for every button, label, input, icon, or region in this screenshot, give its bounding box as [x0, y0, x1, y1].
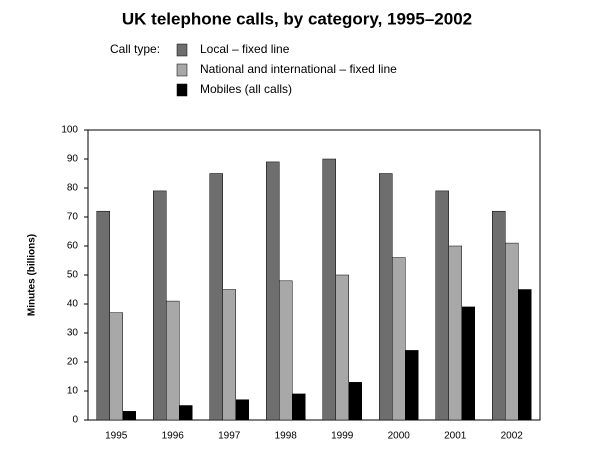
bar	[222, 289, 236, 421]
legend-swatch	[176, 83, 188, 97]
y-tick-label: 70	[67, 212, 79, 223]
bar	[492, 210, 506, 421]
bar	[235, 399, 249, 421]
bar	[518, 289, 532, 421]
y-tick-label: 0	[72, 415, 78, 426]
x-tick-label: 2001	[444, 431, 467, 442]
bar	[505, 242, 519, 421]
bar	[322, 158, 336, 421]
bar	[209, 173, 223, 421]
bar	[166, 300, 180, 421]
y-tick-label: 20	[67, 357, 79, 368]
y-axis-label: Minutes (billions)	[27, 234, 38, 316]
y-tick-label: 90	[67, 154, 79, 165]
y-tick-label: 50	[67, 270, 79, 281]
legend-label: Local – fixed line	[200, 42, 290, 56]
x-tick-label: 1999	[331, 431, 354, 442]
x-tick-label: 1996	[162, 431, 185, 442]
bar	[448, 245, 462, 421]
bar	[292, 393, 306, 421]
x-tick-label: 1997	[218, 431, 241, 442]
bar	[279, 280, 293, 421]
bar	[348, 382, 362, 421]
y-tick-label: 30	[67, 328, 79, 339]
x-tick-label: 1995	[105, 431, 128, 442]
chart-title: UK telephone calls, by category, 1995–20…	[122, 9, 472, 28]
legend-label: Mobiles (all calls)	[200, 82, 292, 96]
x-tick-label: 2000	[388, 431, 411, 442]
bar	[392, 257, 406, 421]
bar	[109, 312, 123, 421]
legend-swatch	[176, 43, 188, 57]
x-tick-label: 2002	[501, 431, 524, 442]
bar	[405, 350, 419, 421]
bar	[96, 210, 110, 421]
bar	[379, 173, 393, 421]
legend-title: Call type:	[110, 42, 160, 56]
y-tick-label: 100	[61, 125, 78, 136]
bar	[435, 190, 449, 421]
bar	[461, 306, 475, 421]
legend-label: National and international – fixed line	[200, 62, 397, 76]
legend-swatch	[176, 63, 188, 77]
y-tick-label: 10	[67, 386, 79, 397]
y-tick-label: 80	[67, 183, 79, 194]
bar	[266, 161, 280, 421]
x-tick-label: 1998	[275, 431, 298, 442]
bar	[122, 411, 136, 421]
y-tick-label: 60	[67, 241, 79, 252]
bar	[179, 405, 193, 421]
y-tick-label: 40	[67, 299, 79, 310]
bar	[153, 190, 167, 421]
bar	[335, 274, 349, 421]
